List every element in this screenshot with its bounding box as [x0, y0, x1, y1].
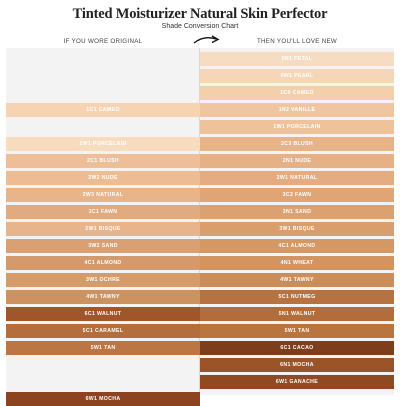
left-shade-swatch: 2W2 NUDE [6, 171, 200, 185]
chart-title: Tinted Moisturizer Natural Skin Perfecto… [72, 6, 328, 22]
right-shade-swatch: 5C1 NUTMEG [200, 290, 394, 304]
right-column-header: THEN YOU'LL LOVE NEW [256, 38, 338, 45]
right-shade-swatch: 3N1 SAND [200, 205, 394, 219]
left-shade-swatch: 3W2 SAND [6, 239, 200, 253]
left-shade-swatch: 2W1 BISQUE [6, 222, 200, 236]
left-shade-swatch: 6C1 WALNUT [6, 307, 200, 321]
right-shade-swatch: 5N1 WALNUT [200, 307, 394, 321]
right-shade-swatch: 1N2 VANILLE [200, 103, 394, 117]
left-shade-swatch: 2W3 NATURAL [6, 188, 200, 202]
right-shade-swatch: 1W1 PORCELAIN [200, 120, 394, 134]
column-divider [199, 48, 200, 395]
chart-subtitle: Shade Conversion Chart [161, 23, 239, 30]
left-shade-swatch: 6W1 MOCHA [6, 392, 200, 406]
right-shade-swatch: 6C1 CACAO [200, 341, 394, 355]
left-shade-swatch: 4W1 TAWNY [6, 290, 200, 304]
right-shade-swatch: 5W1 TAN [200, 324, 394, 338]
left-shade-swatch: 4C1 ALMOND [6, 256, 200, 270]
left-column-header: IF YOU WORE ORIGINAL [63, 38, 143, 45]
right-shade-swatch: 4C1 ALMOND [200, 239, 394, 253]
right-shade-swatch: 6W1 GANACHE [200, 375, 394, 389]
left-shade-swatch: 2C1 BLUSH [6, 154, 200, 168]
right-shade-swatch: 2W1 NATURAL [200, 171, 394, 185]
left-shade-swatch: 1C1 CAMEO [6, 103, 200, 117]
right-shade-swatch: 1C0 CAMEO [200, 86, 394, 100]
left-shade-swatch: 3W1 OCHRE [6, 273, 200, 287]
left-shade-swatch: 5C1 CARAMEL [6, 324, 200, 338]
right-shade-swatch: 3C2 FAWN [200, 188, 394, 202]
right-shade-swatch: 3W1 BISQUE [200, 222, 394, 236]
right-shade-swatch: 0W1 PEARL [200, 69, 394, 83]
arrow-right-icon [193, 35, 220, 44]
right-shade-swatch: 2C3 BLUSH [200, 137, 394, 151]
right-shade-swatch: 0N1 PETAL [200, 52, 394, 66]
left-shade-swatch: 1W1 PORCELAIN [6, 137, 200, 151]
right-shade-swatch: 4N1 WHEAT [200, 256, 394, 270]
right-shade-swatch: 6N1 MOCHA [200, 358, 394, 372]
left-shade-swatch: 3C1 FAWN [6, 205, 200, 219]
right-shade-swatch: 4W1 TAWNY [200, 273, 394, 287]
right-shade-swatch: 2N1 NUDE [200, 154, 394, 168]
left-shade-swatch: 5W1 TAN [6, 341, 200, 355]
